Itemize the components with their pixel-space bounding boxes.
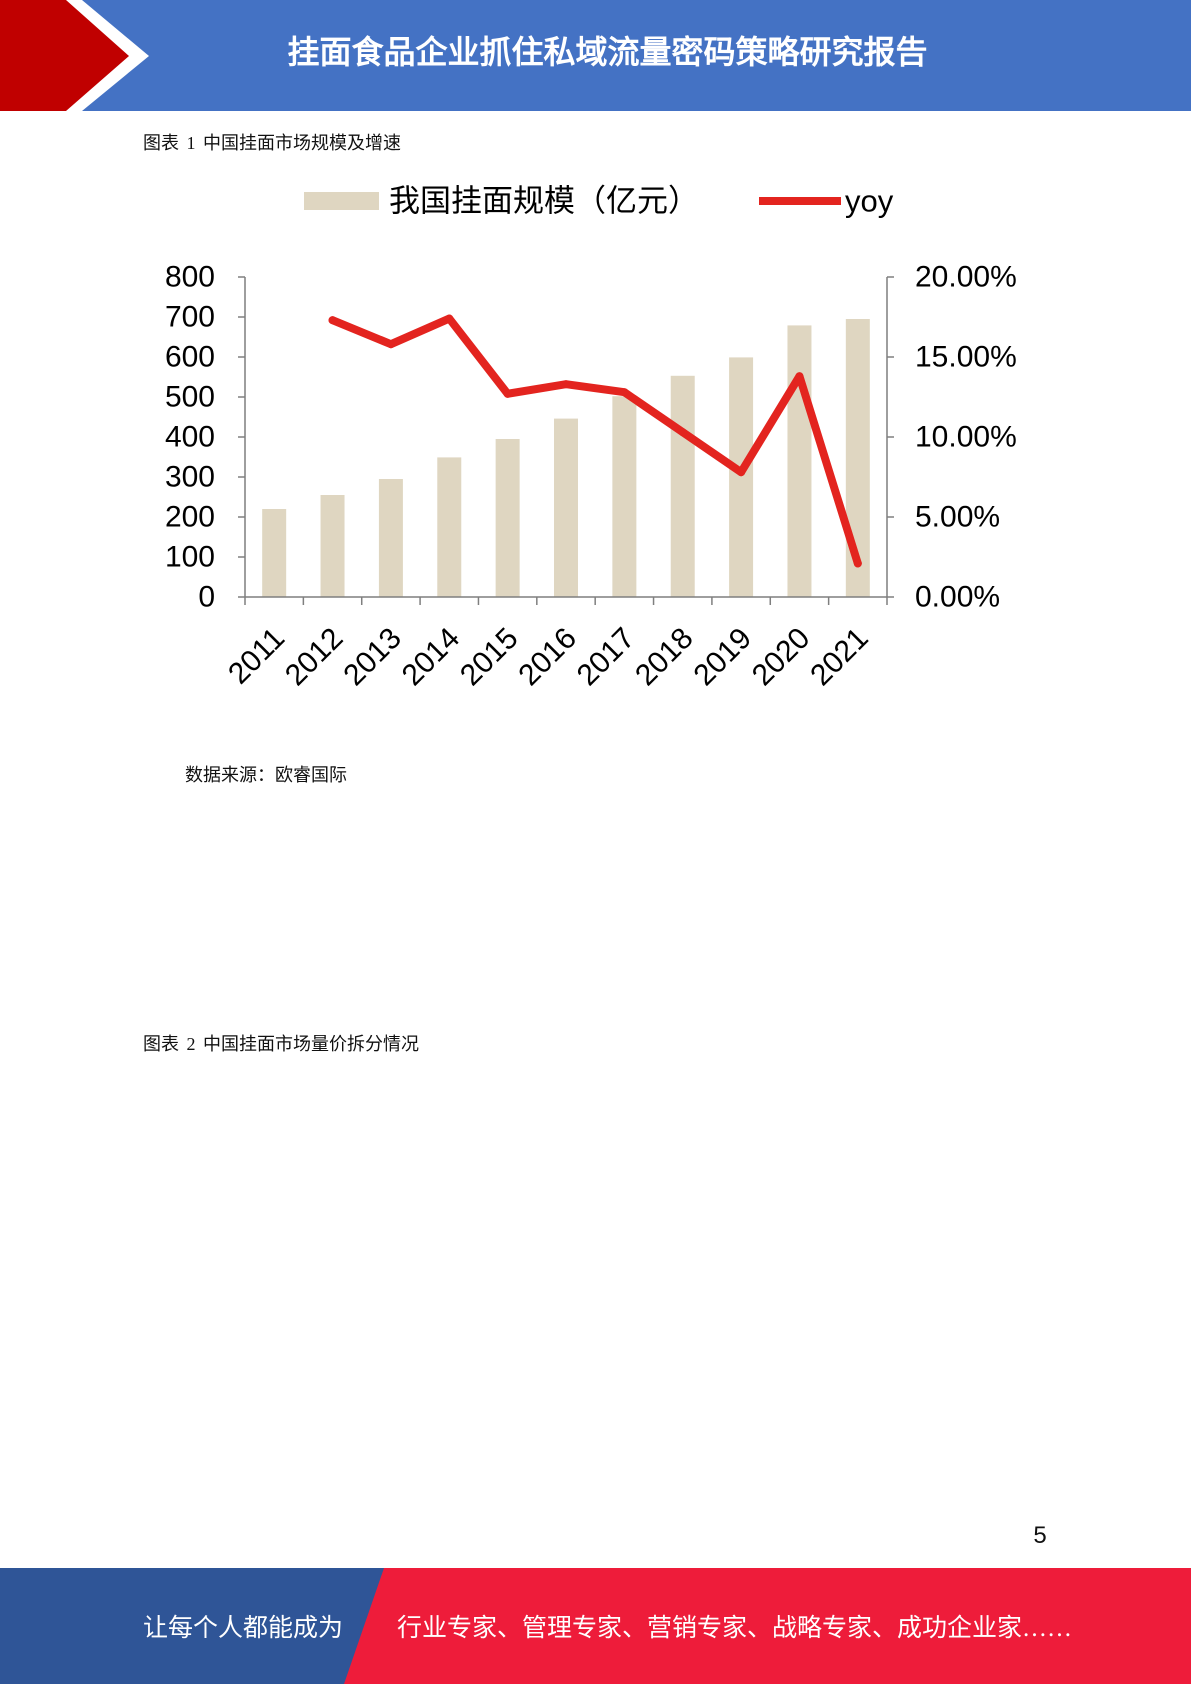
footer-background (0, 1568, 384, 1684)
bar-2013 (378, 479, 403, 597)
x-tick-label-2021: 2021 (804, 622, 875, 693)
yoy-point-2019 (737, 468, 746, 477)
y-left-tick-label: 600 (165, 341, 215, 374)
y-left-tick-label: 700 (165, 301, 215, 334)
x-tick-label-2015: 2015 (454, 622, 525, 693)
yoy-point-2017 (620, 388, 629, 397)
x-tick-label-2020: 2020 (746, 622, 817, 693)
y-left-tick-label: 400 (165, 421, 215, 454)
y-left-tick-label: 300 (165, 461, 215, 494)
legend-label-bar: 我国挂面规模（亿元） (389, 184, 699, 219)
header-chevron-red (0, 0, 129, 111)
x-tick-label-2014: 2014 (396, 622, 467, 693)
yoy-point-2015 (503, 389, 512, 398)
bar-series (262, 319, 870, 597)
yoy-point-2013 (386, 340, 395, 349)
yoy-point-2016 (562, 380, 570, 389)
bar-2011 (262, 509, 287, 597)
x-tick-label-2011: 2011 (222, 622, 291, 691)
x-tick-label-2018: 2018 (629, 622, 700, 693)
legend-swatch-bar (304, 192, 379, 210)
bar-2020 (787, 325, 812, 597)
yoy-point-2014 (445, 314, 454, 323)
page-number: 5 (1033, 1522, 1047, 1549)
x-tick-label-2017: 2017 (571, 622, 642, 693)
footer-blue-panel (0, 1568, 384, 1684)
axis-ticks: 0 100 200 300 400 500 600 700 800 0.00% 5.00% 10.00… (165, 261, 1017, 693)
bar-2012 (320, 495, 345, 597)
header-chevron-decoration (0, 0, 149, 111)
y-left-tick-label: 800 (165, 261, 215, 294)
footer-slogan-right: 行业专家、管理专家、营销专家、战略专家、成功企业家…… (397, 1615, 1073, 1642)
x-tick-label-2019: 2019 (688, 622, 759, 693)
y-right-tick-label: 20.00% (915, 261, 1017, 294)
figure-1-caption: 图表 1 中国挂面市场规模及增速 (143, 133, 401, 153)
report-title: 挂面食品企业抓住私域流量密码策略研究报告 (287, 34, 928, 70)
figure-1-source: 数据来源：欧睿国际 (185, 765, 347, 785)
bar-2019 (729, 357, 754, 597)
x-tick-label-2012: 2012 (279, 622, 350, 693)
x-tick-label-2013: 2013 (337, 622, 408, 693)
footer-slogan-left: 让每个人都能成为 (143, 1615, 344, 1642)
chart-figure-1: 我国挂面规模（亿元） yoy 0 100 200 300 400 500 600 700 800… (165, 184, 1017, 693)
bar-2017 (612, 396, 637, 597)
yoy-line (328, 314, 862, 568)
footer-banner: 让每个人都能成为 行业专家、管理专家、营销专家、战略专家、成功企业家…… (0, 1568, 1191, 1684)
yoy-point-2021 (853, 559, 862, 568)
y-right-tick-label: 10.00% (915, 421, 1017, 454)
y-left-tick-label: 500 (165, 381, 215, 414)
yoy-point-2020 (795, 372, 804, 381)
bar-2014 (437, 457, 462, 597)
bar-2016 (554, 418, 578, 597)
yoy-point-2018 (678, 428, 687, 437)
figure-2-caption: 图表 2 中国挂面市场量价拆分情况 (143, 1034, 419, 1054)
chart-legend: 我国挂面规模（亿元） yoy (304, 184, 894, 219)
y-left-tick-label: 0 (198, 581, 215, 614)
y-right-tick-label: 15.00% (915, 341, 1017, 374)
bar-2015 (495, 439, 520, 597)
y-left-tick-label: 100 (165, 541, 215, 574)
y-right-tick-label: 5.00% (915, 501, 1000, 534)
yoy-line-series (328, 314, 862, 568)
legend-label-line: yoy (845, 184, 894, 219)
y-left-tick-label: 200 (165, 501, 215, 534)
bar-2018 (670, 375, 695, 597)
x-tick-label-2016: 2016 (512, 622, 583, 693)
y-right-tick-label: 0.00% (915, 581, 1000, 614)
header-banner: 挂面食品企业抓住私域流量密码策略研究报告 (0, 0, 1191, 111)
yoy-point-2012 (328, 316, 337, 325)
